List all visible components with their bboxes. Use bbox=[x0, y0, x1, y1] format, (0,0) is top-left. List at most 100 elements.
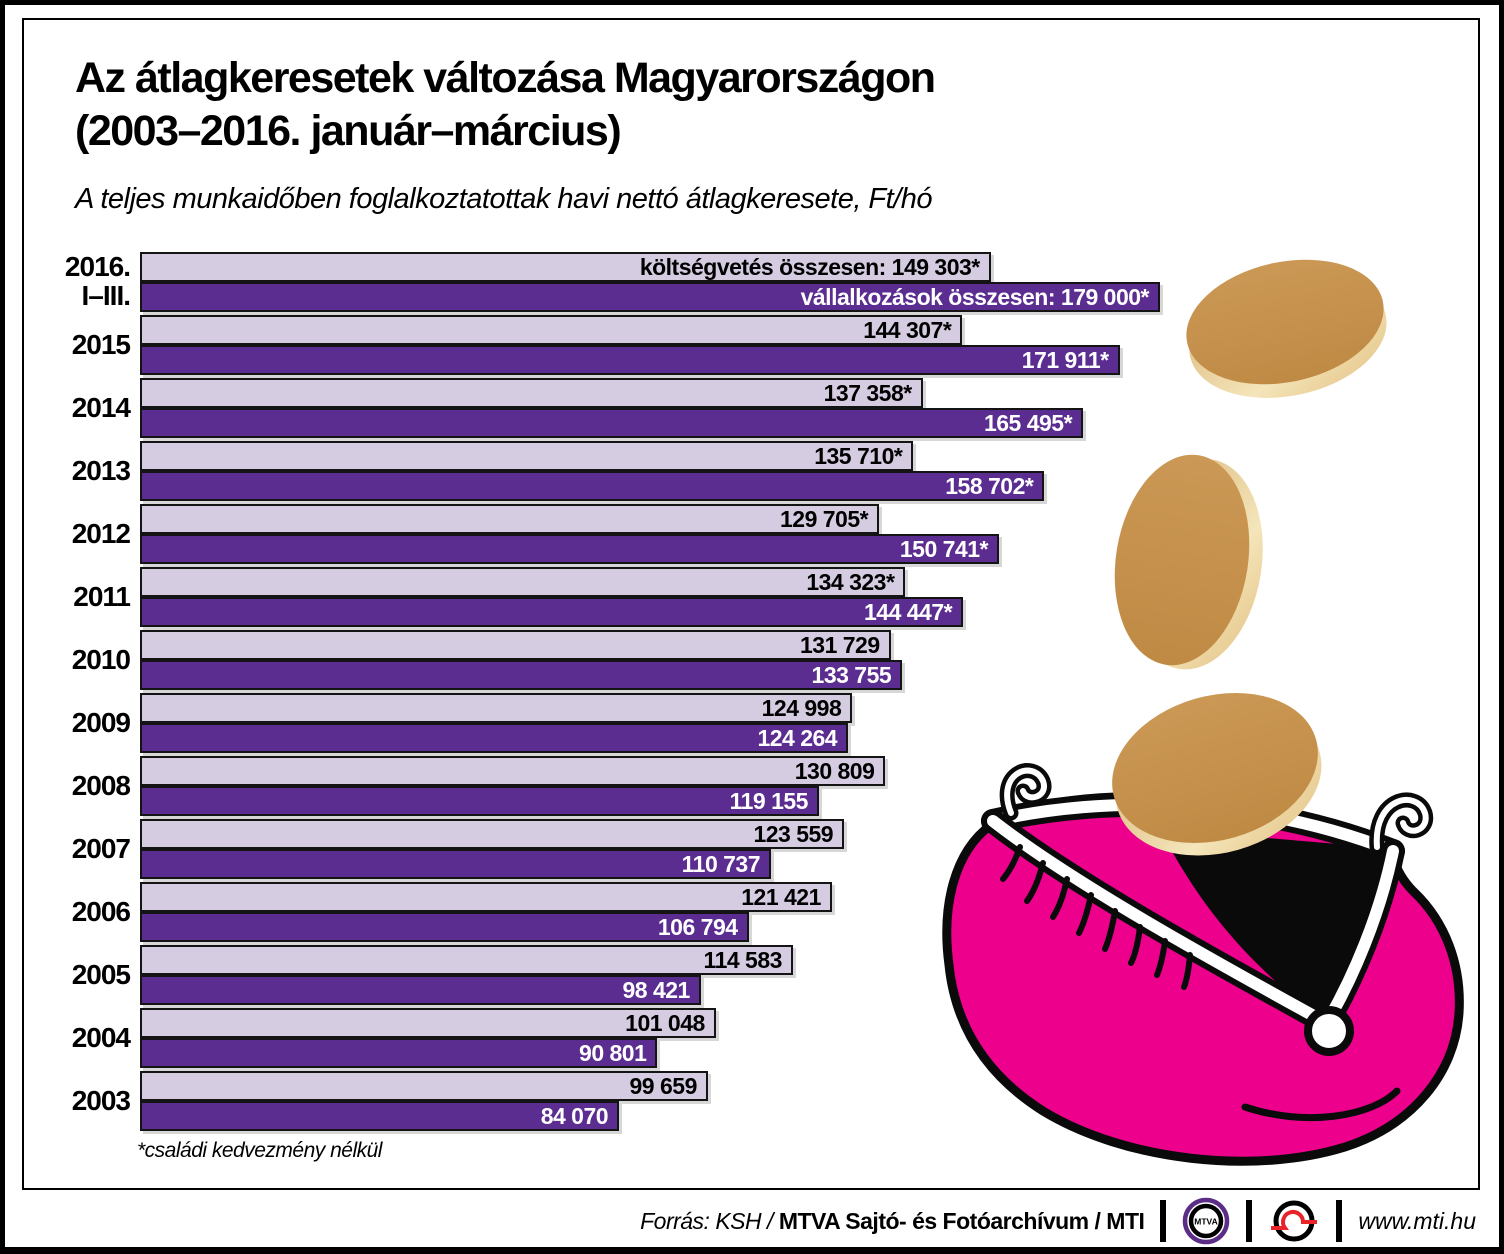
bar-dark: 144 447* bbox=[140, 597, 964, 627]
bar-dark-label: vállalkozások összesen: 179 000* bbox=[800, 283, 1150, 310]
chart-row: 2005 114 583 98 421 bbox=[0, 945, 1160, 1005]
chart-rows: 2016. I–III. költségvetés összesen: 149 … bbox=[0, 252, 1160, 1131]
chart-row: 2011 134 323* 144 447* bbox=[0, 567, 1160, 627]
bar-dark-label: 124 264 bbox=[757, 724, 838, 751]
bar-pair: 121 421 106 794 bbox=[140, 882, 1160, 942]
bar-light-label: 101 048 bbox=[625, 1009, 705, 1036]
bar-pair: 135 710* 158 702* bbox=[140, 441, 1160, 501]
bar-pair: 129 705* 150 741* bbox=[140, 504, 1160, 564]
chart-row: 2006 121 421 106 794 bbox=[0, 882, 1160, 942]
footnote: *családi kedvezmény nélkül bbox=[137, 1139, 382, 1162]
bar-light: 99 659 bbox=[140, 1071, 708, 1101]
year-label: 2013 bbox=[0, 441, 140, 501]
website-link[interactable]: www.mti.hu bbox=[1358, 1207, 1476, 1234]
bar-dark: 165 495* bbox=[140, 408, 1084, 438]
bar-dark-label: 158 702* bbox=[945, 472, 1034, 499]
year-line2: I–III. bbox=[81, 280, 131, 311]
bar-light-label: 137 358* bbox=[823, 379, 913, 406]
year-label: 2008 bbox=[0, 756, 140, 816]
year-line1: 2016. bbox=[64, 251, 131, 282]
bar-pair: 144 307* 171 911* bbox=[140, 315, 1160, 375]
chart-row: 2013 135 710* 158 702* bbox=[0, 441, 1160, 501]
separator bbox=[1336, 1200, 1343, 1242]
bar-dark-label: 106 794 bbox=[657, 913, 738, 940]
bar-pair: költségvetés összesen: 149 303* vállalko… bbox=[140, 252, 1160, 312]
bar-light: 135 710* bbox=[140, 441, 914, 471]
year-label: 2012 bbox=[0, 504, 140, 564]
bar-light-label: 131 729 bbox=[799, 631, 880, 658]
bar-pair: 101 048 90 801 bbox=[140, 1008, 1160, 1068]
year-line1: 2005 bbox=[71, 959, 131, 990]
year-label: 2014 bbox=[0, 378, 140, 438]
bar-dark-label: 110 737 bbox=[681, 850, 761, 877]
chart-row: 2014 137 358* 165 495* bbox=[0, 378, 1160, 438]
bar-dark-label: 171 911* bbox=[1021, 346, 1109, 373]
bar-dark: 98 421 bbox=[140, 975, 701, 1005]
year-label: 2005 bbox=[0, 945, 140, 1005]
year-line1: 2012 bbox=[71, 518, 131, 549]
bar-chart: 2016. I–III. költségvetés összesen: 149 … bbox=[0, 252, 1160, 1134]
chart-row: 2007 123 559 110 737 bbox=[0, 819, 1160, 879]
source-bold: MTVA Sajtó- és Fotóarchívum / MTI bbox=[778, 1207, 1145, 1234]
mtva-logo: MTVA bbox=[1183, 1197, 1230, 1245]
year-label: 2015 bbox=[0, 315, 140, 375]
bar-light-label: 123 559 bbox=[753, 820, 834, 847]
bar-light-label: 135 710* bbox=[814, 442, 903, 469]
source-credit: Forrás: KSH / MTVA Sajtó- és Fotóarchívu… bbox=[640, 1207, 1145, 1235]
bar-light: 144 307* bbox=[140, 315, 963, 345]
svg-text:MTVA: MTVA bbox=[1195, 1217, 1218, 1227]
bar-dark-label: 98 421 bbox=[622, 976, 690, 1003]
bar-light: 101 048 bbox=[140, 1008, 716, 1038]
bar-light: 121 421 bbox=[140, 882, 832, 912]
bar-light: 131 729 bbox=[140, 630, 891, 660]
bar-dark-label: 150 741* bbox=[899, 535, 989, 562]
bar-light: 123 559 bbox=[140, 819, 845, 849]
year-line1: 2008 bbox=[71, 770, 131, 801]
bar-light-label: 144 307* bbox=[863, 316, 952, 343]
year-line1: 2007 bbox=[71, 833, 131, 864]
bar-light: 124 998 bbox=[140, 693, 853, 723]
bar-light: 130 809 bbox=[140, 756, 886, 786]
bar-light-label: 114 583 bbox=[703, 946, 783, 973]
bar-pair: 134 323* 144 447* bbox=[140, 567, 1160, 627]
title-line1: Az átlagkeresetek változása Magyarország… bbox=[75, 54, 936, 102]
bar-dark: vállalkozások összesen: 179 000* bbox=[140, 282, 1160, 312]
chart-row: 2015 144 307* 171 911* bbox=[0, 315, 1160, 375]
bar-light: költségvetés összesen: 149 303* bbox=[140, 252, 991, 282]
chart-row: 2009 124 998 124 264 bbox=[0, 693, 1160, 753]
chart-row: 2004 101 048 90 801 bbox=[0, 1008, 1160, 1068]
chart-row: 2003 99 659 84 070 bbox=[0, 1071, 1160, 1131]
bar-pair: 114 583 98 421 bbox=[140, 945, 1160, 1005]
bar-light: 114 583 bbox=[140, 945, 793, 975]
year-line1: 2003 bbox=[71, 1085, 131, 1116]
year-label: 2004 bbox=[0, 1008, 140, 1068]
title-line2: (2003–2016. január–március) bbox=[75, 107, 622, 155]
year-label: 2010 bbox=[0, 630, 140, 690]
bar-dark: 158 702* bbox=[140, 471, 1045, 501]
year-label: 2006 bbox=[0, 882, 140, 942]
bar-dark-label: 144 447* bbox=[864, 598, 953, 625]
bar-dark: 106 794 bbox=[140, 912, 749, 942]
bar-light: 129 705* bbox=[140, 504, 880, 534]
bar-pair: 124 998 124 264 bbox=[140, 693, 1160, 753]
bar-dark: 90 801 bbox=[140, 1038, 658, 1068]
bar-dark-label: 165 495* bbox=[983, 409, 1073, 436]
chart-row: 2012 129 705* 150 741* bbox=[0, 504, 1160, 564]
chart-row: 2008 130 809 119 155 bbox=[0, 756, 1160, 816]
year-line1: 2011 bbox=[73, 581, 131, 612]
year-line1: 2010 bbox=[71, 644, 131, 675]
year-line1: 2014 bbox=[71, 392, 131, 423]
bar-pair: 131 729 133 755 bbox=[140, 630, 1160, 690]
chart-row: 2010 131 729 133 755 bbox=[0, 630, 1160, 690]
bar-light-label: 130 809 bbox=[794, 757, 875, 784]
bar-dark: 119 155 bbox=[140, 786, 819, 816]
bar-light-label: 124 998 bbox=[761, 694, 842, 721]
bar-light: 137 358* bbox=[140, 378, 923, 408]
bar-light-label: 129 705* bbox=[780, 505, 869, 532]
footer: Forrás: KSH / MTVA Sajtó- és Fotóarchívu… bbox=[640, 1196, 1476, 1246]
bar-light-label: 99 659 bbox=[629, 1072, 698, 1099]
separator bbox=[1246, 1200, 1253, 1242]
bar-dark: 171 911* bbox=[140, 345, 1120, 375]
bar-dark-label: 84 070 bbox=[540, 1102, 609, 1129]
bar-dark: 84 070 bbox=[140, 1101, 620, 1131]
